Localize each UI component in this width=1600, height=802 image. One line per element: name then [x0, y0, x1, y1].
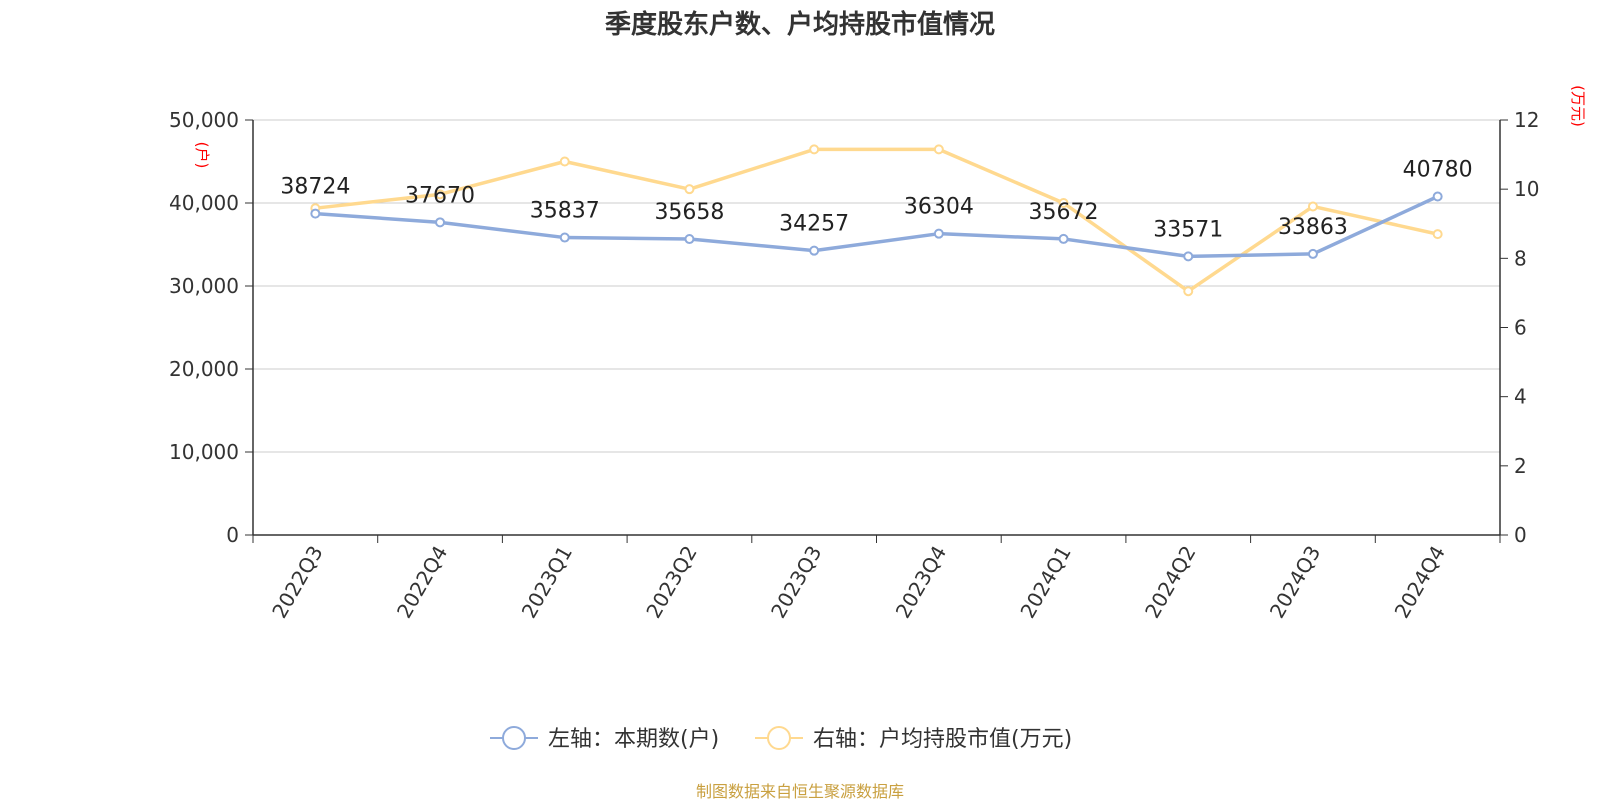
- x-axis-tick-label: 2024Q2: [1140, 542, 1200, 623]
- data-point-avg-value: [684, 184, 695, 195]
- x-axis-tick-label: 2023Q2: [641, 542, 701, 623]
- left-axis-tick-label: 30,000: [169, 274, 239, 298]
- data-point-avg-value: [933, 144, 944, 155]
- left-axis-tick-label: 10,000: [169, 440, 239, 464]
- x-axis-tick-label: 2023Q3: [766, 542, 826, 623]
- right-axis-tick-label: 8: [1514, 246, 1527, 270]
- legend-marker: [767, 726, 791, 750]
- x-axis-tick-label: 2023Q4: [891, 542, 951, 623]
- data-labels: 38724 37670 35837 35658 34257 36304 35672 33571…: [280, 158, 1472, 243]
- data-label: 38724: [280, 175, 350, 200]
- left-axis-tick-label: 0: [226, 523, 239, 547]
- right-axis-tick-label: 6: [1514, 316, 1527, 340]
- legend-label: 右轴：户均持股市值(万元): [813, 727, 1072, 752]
- data-point-avg-value: [1058, 198, 1069, 208]
- left-axis-tick-label: 40,000: [169, 191, 239, 215]
- legend-item: 右轴：户均持股市值(万元): [755, 726, 1072, 752]
- data-label: 33863: [1278, 215, 1348, 240]
- data-point-holders: [684, 234, 695, 245]
- x-axis-tick-label: 2024Q3: [1265, 542, 1325, 623]
- data-point-avg-value: [435, 189, 446, 200]
- data-label: 34257: [779, 212, 849, 237]
- data-label: 35672: [1029, 200, 1099, 225]
- data-point-holders: [933, 228, 944, 239]
- data-point-holders: [1307, 248, 1318, 259]
- x-axis-tick-label: 2024Q1: [1015, 542, 1075, 623]
- x-axis-tick-label: 2023Q1: [517, 542, 577, 623]
- data-point-holders: [559, 232, 570, 243]
- series-points: [310, 144, 1443, 297]
- left-axis-tick-label: 20,000: [169, 357, 239, 381]
- data-point-avg-value: [1307, 201, 1318, 212]
- left-axis-unit-label: (户): [193, 142, 211, 169]
- data-point-holders: [1432, 191, 1443, 202]
- data-point-holders: [1183, 251, 1194, 262]
- data-label: 37670: [405, 183, 475, 208]
- right-axis-tick-label: 2: [1514, 454, 1527, 478]
- data-label: 40780: [1403, 158, 1473, 183]
- x-axis-tick-label: 2024Q4: [1390, 542, 1450, 623]
- legend-marker: [502, 726, 526, 750]
- data-label: 33571: [1153, 217, 1223, 242]
- source-note: 制图数据来自恒生聚源数据库: [695, 782, 904, 801]
- data-point-holders: [809, 245, 820, 256]
- data-label: 35837: [530, 199, 600, 224]
- axes: 0 10,000 20,000 30,000 40,000 50,000 0 2 4 6 8 10 12…: [169, 85, 1587, 622]
- legend-item: 左轴：本期数(户): [490, 726, 719, 752]
- chart-title: 季度股东户数、户均持股市值情况: [604, 10, 995, 40]
- x-axis-tick-label: 2022Q4: [392, 542, 452, 623]
- left-axis-tick-label: 50,000: [169, 108, 239, 132]
- right-axis-tick-label: 4: [1514, 385, 1527, 409]
- data-point-avg-value: [1432, 229, 1443, 240]
- x-axis-tick-label: 2022Q3: [267, 542, 327, 623]
- grid-lines: [253, 119, 1500, 453]
- data-label: 36304: [904, 195, 974, 220]
- legend-label: 左轴：本期数(户): [548, 727, 719, 752]
- data-point-holders: [310, 208, 321, 219]
- series-lines: [315, 147, 1439, 293]
- right-axis-tick-label: 0: [1514, 523, 1527, 547]
- data-point-avg-value: [559, 156, 570, 167]
- series-line-avg-value: [315, 147, 1439, 293]
- legend: 左轴：本期数(户) 右轴：户均持股市值(万元): [490, 726, 1072, 752]
- series-line-holders: [315, 194, 1439, 259]
- right-axis-unit-label: (万元): [1569, 85, 1587, 127]
- data-point-avg-value: [809, 144, 820, 155]
- right-axis-tick-label: 10: [1514, 177, 1539, 201]
- data-point-holders: [1058, 233, 1069, 244]
- right-axis-tick-label: 12: [1514, 108, 1539, 132]
- data-point-avg-value: [1183, 286, 1194, 297]
- data-point-holders: [435, 217, 446, 228]
- data-label: 35658: [654, 200, 724, 225]
